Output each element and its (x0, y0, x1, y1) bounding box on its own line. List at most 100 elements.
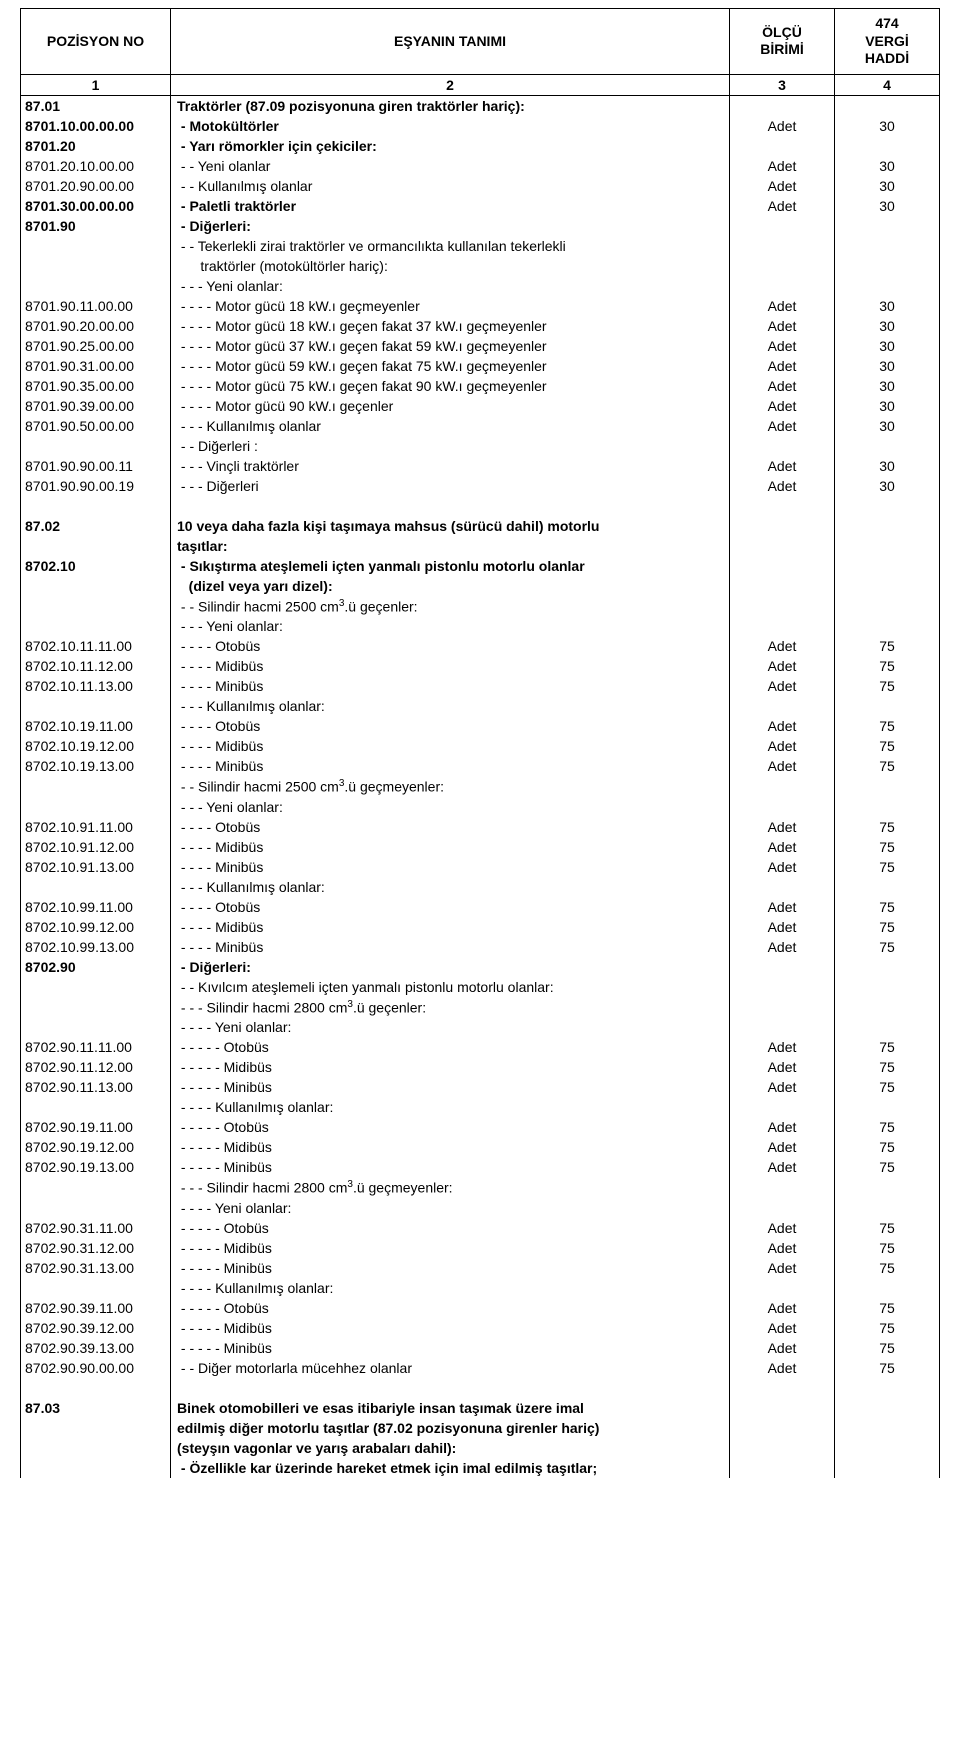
cell-unit (730, 1458, 835, 1478)
table-row: (steyşın vagonlar ve yarış arabaları dah… (21, 1438, 940, 1458)
table-row: - - - - Kullanılmış olanlar: (21, 1278, 940, 1298)
table-row: 8701.90 - Diğerleri: (21, 216, 940, 236)
cell-rate: 75 (835, 1318, 940, 1338)
tariff-table: POZİSYON NO EŞYANIN TANIMI ÖLÇÜ BİRİMİ 4… (20, 8, 940, 1478)
cell-description: 10 veya daha fazla kişi taşımaya mahsus … (171, 516, 730, 536)
cell-unit (730, 536, 835, 556)
cell-description: - - Diğerleri : (171, 436, 730, 456)
cell-description: - - - - - Otobüs (171, 1037, 730, 1057)
table-row: taşıtlar: (21, 536, 940, 556)
table-row: - - - Yeni olanlar: (21, 276, 940, 296)
cell-rate: 75 (835, 917, 940, 937)
cell-unit: Adet (730, 897, 835, 917)
cell-description: traktörler (motokültörler hariç): (171, 256, 730, 276)
cell-position: 87.03 (21, 1398, 171, 1418)
cell-rate: 75 (835, 857, 940, 877)
cell-description: - - - - - Midibüs (171, 1057, 730, 1077)
table-row: - - Tekerlekli zirai traktörler ve orman… (21, 236, 940, 256)
cell-rate: 75 (835, 817, 940, 837)
cell-description: - - - - Yeni olanlar: (171, 1017, 730, 1037)
cell-description: - - - Kullanılmış olanlar: (171, 877, 730, 897)
cell-unit (730, 1097, 835, 1117)
cell-rate: 30 (835, 156, 940, 176)
cell-unit: Adet (730, 1037, 835, 1057)
cell-unit (730, 1198, 835, 1218)
cell-position: 8702.90.39.13.00 (21, 1338, 171, 1358)
cell-unit: Adet (730, 116, 835, 136)
cell-position: 8701.90.50.00.00 (21, 416, 171, 436)
table-row: 8702.10.11.13.00 - - - - MinibüsAdet75 (21, 676, 940, 696)
cell-position: 8702.90.31.11.00 (21, 1218, 171, 1238)
cell-position (21, 256, 171, 276)
cell-unit: Adet (730, 1077, 835, 1097)
cell-description: - - - Yeni olanlar: (171, 797, 730, 817)
cell-unit (730, 236, 835, 256)
cell-position (21, 276, 171, 296)
cell-description: - - - Silindir hacmi 2800 cm3.ü geçmeyen… (171, 1177, 730, 1198)
cell-position (21, 576, 171, 596)
cell-unit (730, 1278, 835, 1298)
cell-rate (835, 236, 940, 256)
cell-rate (835, 997, 940, 1018)
cell-description: - - - - Midibüs (171, 917, 730, 937)
cell-rate: 75 (835, 676, 940, 696)
cell-position: 8702.90.39.11.00 (21, 1298, 171, 1318)
cell-unit (730, 216, 835, 236)
cell-position: 8702.10.99.13.00 (21, 937, 171, 957)
cell-position: 8702.90.11.12.00 (21, 1057, 171, 1077)
cell-description: - - - Kullanılmış olanlar (171, 416, 730, 436)
cell-unit (730, 136, 835, 156)
cell-description: - - - - Motor gücü 18 kW.ı geçmeyenler (171, 296, 730, 316)
table-row: 8702.90 - Diğerleri: (21, 957, 940, 977)
cell-unit: Adet (730, 756, 835, 776)
cell-position: 8701.90.90.00.19 (21, 476, 171, 496)
cell-position (21, 1458, 171, 1478)
cell-description: - - - - - Minibüs (171, 1077, 730, 1097)
cell-position (21, 977, 171, 997)
cell-rate (835, 496, 940, 516)
table-row: 8702.10.91.12.00 - - - - MidibüsAdet75 (21, 837, 940, 857)
cell-description: - - - - Minibüs (171, 676, 730, 696)
cell-position (21, 596, 171, 617)
table-row: - - - Kullanılmış olanlar: (21, 696, 940, 716)
cell-rate (835, 877, 940, 897)
cell-position: 8701.20 (21, 136, 171, 156)
cell-rate: 30 (835, 396, 940, 416)
cell-position (21, 1378, 171, 1398)
cell-rate: 30 (835, 296, 940, 316)
table-row: - - Silindir hacmi 2500 cm3.ü geçmeyenle… (21, 776, 940, 797)
cell-description: - - - - Otobüs (171, 716, 730, 736)
cell-description: - - - Vinçli traktörler (171, 456, 730, 476)
header-tax-line2: VERGİ (865, 33, 909, 49)
cell-unit (730, 496, 835, 516)
table-row: 8701.10.00.00.00 - MotokültörlerAdet30 (21, 116, 940, 136)
cell-description: - - Diğer motorlarla mücehhez olanlar (171, 1358, 730, 1378)
cell-unit: Adet (730, 316, 835, 336)
table-row: - - Silindir hacmi 2500 cm3.ü geçenler: (21, 596, 940, 617)
header-row: POZİSYON NO EŞYANIN TANIMI ÖLÇÜ BİRİMİ 4… (21, 9, 940, 75)
cell-position: 8702.90.19.12.00 (21, 1137, 171, 1157)
cell-description: - - Kullanılmış olanlar (171, 176, 730, 196)
table-row: 8701.90.11.00.00 - - - - Motor gücü 18 k… (21, 296, 940, 316)
cell-rate (835, 696, 940, 716)
table-row: 8702.10.99.11.00 - - - - OtobüsAdet75 (21, 897, 940, 917)
cell-rate: 75 (835, 1057, 940, 1077)
cell-description: - - Silindir hacmi 2500 cm3.ü geçmeyenle… (171, 776, 730, 797)
cell-description: - - - - - Minibüs (171, 1338, 730, 1358)
table-row: 8702.10.91.13.00 - - - - MinibüsAdet75 (21, 857, 940, 877)
table-row: 8702.90.31.11.00 - - - - - OtobüsAdet75 (21, 1218, 940, 1238)
cell-rate: 30 (835, 316, 940, 336)
cell-rate: 30 (835, 196, 940, 216)
cell-description: - - - - - Otobüs (171, 1298, 730, 1318)
cell-rate: 75 (835, 1117, 940, 1137)
cell-description: Traktörler (87.09 pozisyonuna giren trak… (171, 95, 730, 116)
table-row: (dizel veya yarı dizel): (21, 576, 940, 596)
cell-description (171, 496, 730, 516)
cell-rate: 75 (835, 716, 940, 736)
cell-description: - - - - Kullanılmış olanlar: (171, 1097, 730, 1117)
table-row: 87.01Traktörler (87.09 pozisyonuna giren… (21, 95, 940, 116)
cell-position: 8702.90.90.00.00 (21, 1358, 171, 1378)
table-row (21, 1378, 940, 1398)
cell-position: 8702.10.19.11.00 (21, 716, 171, 736)
cell-unit (730, 1398, 835, 1418)
